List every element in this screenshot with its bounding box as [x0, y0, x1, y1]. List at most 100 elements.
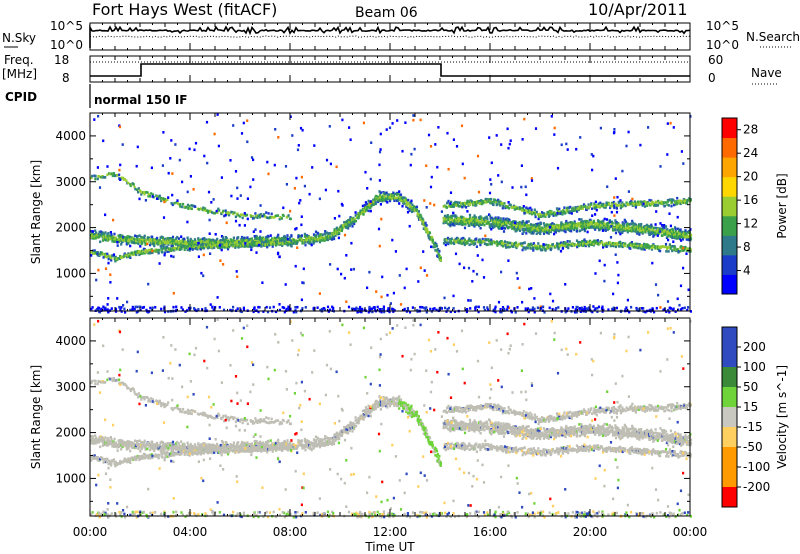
power-cell: [491, 226, 494, 229]
power-cell: [448, 205, 451, 208]
power-cell: [628, 229, 631, 232]
power-cell: [105, 255, 109, 259]
power-cell: [268, 243, 271, 247]
power-cell: [148, 195, 151, 198]
power-cell: [450, 237, 453, 240]
velocity-cell: [106, 441, 109, 445]
power-cell: [569, 223, 572, 227]
power-cell: [653, 233, 656, 237]
power-cell: [582, 225, 585, 228]
power-cell: [464, 220, 467, 224]
power-cell: [229, 308, 232, 312]
power-cell: [359, 305, 362, 309]
power-cell: [143, 190, 146, 194]
power-cell: [675, 202, 678, 206]
power-cell: [643, 200, 646, 203]
power-cell: [657, 232, 660, 235]
power-cell: [118, 173, 121, 177]
power-cell: [193, 148, 196, 152]
power-cell: [483, 218, 486, 221]
power-cell: [525, 220, 528, 223]
power-cell: [381, 197, 385, 200]
power-cell: [404, 197, 407, 201]
power-cell: [114, 308, 118, 311]
power-cell: [602, 246, 605, 249]
power-cell: [625, 223, 629, 227]
power-cell: [163, 198, 166, 201]
power-cell: [550, 210, 553, 213]
power-cell: [689, 310, 692, 313]
power-cell: [529, 226, 532, 230]
power-cell: [447, 306, 450, 310]
power-cell: [680, 239, 683, 242]
power-cell: [568, 223, 571, 226]
power-cell: [613, 206, 616, 210]
velocity-cell: [104, 436, 107, 439]
power-cell: [558, 244, 562, 248]
power-cell: [502, 230, 506, 233]
power-cell: [126, 242, 129, 245]
power-cell: [273, 163, 276, 167]
power-cell: [289, 209, 292, 213]
power-cell: [109, 281, 112, 284]
power-cell: [477, 305, 480, 309]
power-cell: [323, 232, 326, 236]
power-cell: [279, 239, 282, 243]
power-cell: [608, 202, 611, 206]
power-cell: [468, 200, 471, 203]
power-cell: [429, 145, 433, 148]
power-cell: [468, 237, 471, 240]
power-cell: [601, 226, 604, 229]
power-cell: [635, 203, 638, 207]
power-cell: [492, 221, 495, 224]
power-cell: [96, 166, 99, 169]
power-cell: [254, 212, 257, 215]
power-cell: [611, 202, 614, 206]
power-cell: [90, 230, 93, 233]
power-cell: [553, 232, 556, 236]
power-cell: [136, 145, 139, 149]
power-cell: [614, 202, 617, 206]
power-cell: [190, 204, 193, 207]
power-cell: [99, 240, 102, 244]
power-cell: [343, 221, 346, 224]
power-cell: [142, 251, 145, 255]
power-cell: [522, 230, 525, 234]
power-cell: [433, 245, 436, 249]
power-cell: [490, 216, 493, 220]
power-cell: [482, 276, 486, 279]
power-cell: [225, 237, 228, 240]
power-cell: [433, 307, 436, 310]
power-cell: [254, 228, 257, 231]
power-cell: [345, 220, 349, 223]
power-cell: [425, 310, 428, 314]
nave-tick-60: 60: [708, 53, 723, 67]
power-cell: [570, 212, 573, 215]
power-cell: [423, 223, 426, 226]
power-panel-frame: [89, 112, 691, 312]
power-cell: [670, 201, 674, 204]
power-cell: [674, 232, 677, 235]
power-cell: [561, 223, 565, 226]
power-cell: [685, 199, 688, 202]
power-cell: [136, 188, 139, 191]
power-cell: [326, 238, 329, 242]
power-cell: [323, 237, 326, 240]
power-cell: [647, 225, 650, 228]
power-cell: [643, 228, 646, 232]
power-cell: [674, 247, 677, 250]
power-cell: [455, 204, 458, 207]
power-cell: [375, 195, 378, 198]
power-cell: [511, 227, 514, 230]
power-cell: [539, 232, 542, 236]
power-cell: [399, 196, 402, 199]
power-cell: [584, 308, 587, 311]
power-cell: [660, 227, 664, 231]
power-cell: [228, 213, 231, 217]
power-cell: [658, 201, 661, 205]
power-cell: [90, 176, 93, 180]
power-cell: [369, 307, 372, 310]
power-cell: [232, 124, 235, 127]
power-cell: [113, 232, 116, 236]
power-cell: [273, 236, 276, 240]
